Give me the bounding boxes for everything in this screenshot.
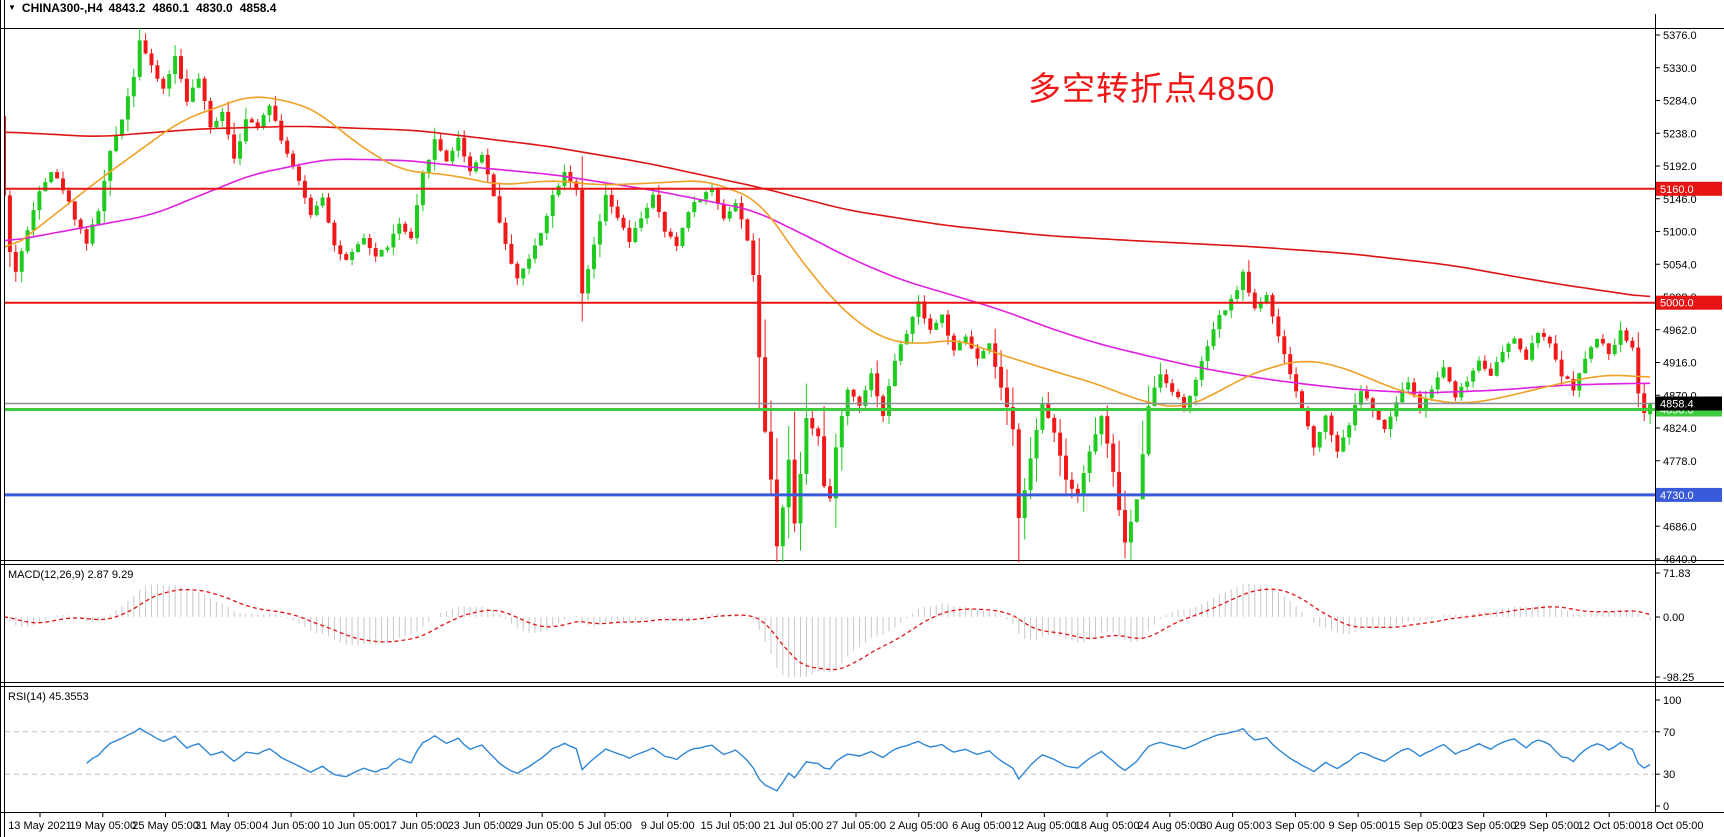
rsi-axis: 100 70 30 0	[1655, 695, 1681, 813]
svg-text:5284.0: 5284.0	[1663, 96, 1697, 108]
svg-text:5160.0: 5160.0	[1660, 184, 1694, 196]
time-axis-label: 12 Aug 05:00	[1012, 820, 1077, 832]
svg-text:5330.0: 5330.0	[1663, 63, 1697, 75]
chart-annotation-text[interactable]: 多空转折点4850	[1028, 70, 1276, 107]
time-axis-label: 10 Jun 05:00	[322, 820, 386, 832]
time-axis-label: 6 Aug 05:00	[952, 820, 1011, 832]
svg-text:71.83: 71.83	[1663, 568, 1691, 580]
macd-axis: 71.83 0.00 -98.25	[1655, 568, 1694, 684]
time-axis-label: 27 Jul 05:00	[826, 820, 886, 832]
ma-line	[5, 96, 1651, 407]
time-axis-label: 17 Jun 05:00	[385, 820, 449, 832]
time-axis-label: 29 Jun 05:00	[510, 820, 574, 832]
price-tag: 5000.0	[1656, 295, 1722, 310]
rsi-layer[interactable]	[5, 727, 1655, 792]
svg-text:4916.0: 4916.0	[1663, 358, 1697, 370]
ohlc-high: 4860.1	[152, 0, 190, 15]
time-axis-label: 23 Jun 05:00	[448, 820, 512, 832]
svg-text:-98.25: -98.25	[1663, 672, 1694, 684]
svg-text:5000.0: 5000.0	[1660, 298, 1694, 310]
time-axis-label: 13 May 2021	[8, 820, 72, 832]
svg-text:30: 30	[1663, 769, 1675, 781]
svg-text:4778.0: 4778.0	[1663, 456, 1697, 468]
time-axis-label: 5 Jul 05:00	[578, 820, 632, 832]
svg-text:4858.4: 4858.4	[1660, 399, 1694, 411]
rsi-line	[86, 727, 1651, 792]
time-axis-label: 2 Aug 05:00	[889, 820, 948, 832]
svg-text:5238.0: 5238.0	[1663, 128, 1697, 140]
macd-signal-line	[5, 588, 1651, 671]
svg-text:5100.0: 5100.0	[1663, 227, 1697, 239]
moving-averages-layer	[5, 96, 1651, 407]
macd-layer[interactable]	[4, 583, 1651, 677]
ohlc-close: 4858.4	[239, 0, 277, 15]
time-axis-label: 12 Oct 05:00	[1578, 820, 1641, 832]
time-axis-label: 18 Oct 05:00	[1641, 820, 1704, 832]
svg-text:0: 0	[1663, 801, 1669, 813]
ma-line	[5, 158, 1651, 394]
time-axis-label: 21 Jul 05:00	[763, 820, 823, 832]
time-axis-label: 30 Aug 05:00	[1200, 820, 1265, 832]
time-axis-label: 15 Sep 05:00	[1388, 820, 1453, 832]
time-axis-label: 31 May 05:00	[195, 820, 262, 832]
svg-text:5376.0: 5376.0	[1663, 30, 1697, 42]
time-axis-label: 9 Jul 05:00	[641, 820, 695, 832]
price-tag: 4858.4	[1656, 396, 1722, 411]
rsi-indicator-label: RSI(14) 45.3553	[8, 691, 89, 703]
time-axis-label: 24 Aug 05:00	[1137, 820, 1202, 832]
time-axis-label: 29 Sep 05:00	[1514, 820, 1579, 832]
time-axis-label: 19 May 05:00	[69, 820, 136, 832]
svg-text:4962.0: 4962.0	[1663, 325, 1697, 337]
candles-layer[interactable]	[2, 27, 1653, 586]
svg-text:4686.0: 4686.0	[1663, 521, 1697, 533]
time-axis-label: 3 Sep 05:00	[1266, 820, 1325, 832]
time-axis-label: 18 Aug 05:00	[1075, 820, 1140, 832]
macd-indicator-label: MACD(12,26,9) 2.87 9.29	[8, 569, 134, 581]
svg-text:4730.0: 4730.0	[1660, 490, 1694, 502]
time-axis-label: 15 Jul 05:00	[700, 820, 760, 832]
svg-text:100: 100	[1663, 695, 1681, 707]
svg-text:4640.0: 4640.0	[1663, 554, 1697, 566]
time-axis-label: 9 Sep 05:00	[1328, 820, 1387, 832]
svg-text:0.00: 0.00	[1663, 612, 1684, 624]
price-tag: 5160.0	[1656, 181, 1722, 196]
time-axis-label: 23 Sep 05:00	[1451, 820, 1516, 832]
price-tag: 4730.0	[1656, 487, 1722, 502]
time-axis-label: 4 Jun 05:00	[262, 820, 320, 832]
svg-text:4824.0: 4824.0	[1663, 423, 1697, 435]
chart-info-bar: ▼ CHINA300-,H4 4843.2 4860.1 4830.0 4858…	[8, 0, 277, 15]
time-axis-label: 25 May 05:00	[132, 820, 199, 832]
ohlc-open: 4843.2	[108, 0, 146, 15]
svg-text:70: 70	[1663, 727, 1675, 739]
symbol-dropdown-icon[interactable]: ▼	[8, 3, 16, 12]
ma-line	[5, 125, 1651, 298]
svg-text:5054.0: 5054.0	[1663, 259, 1697, 271]
svg-text:5192.0: 5192.0	[1663, 161, 1697, 173]
ohlc-low: 4830.0	[196, 0, 233, 15]
svg-text:5146.0: 5146.0	[1663, 194, 1697, 206]
symbol-period-label: CHINA300-,H4	[21, 0, 103, 15]
